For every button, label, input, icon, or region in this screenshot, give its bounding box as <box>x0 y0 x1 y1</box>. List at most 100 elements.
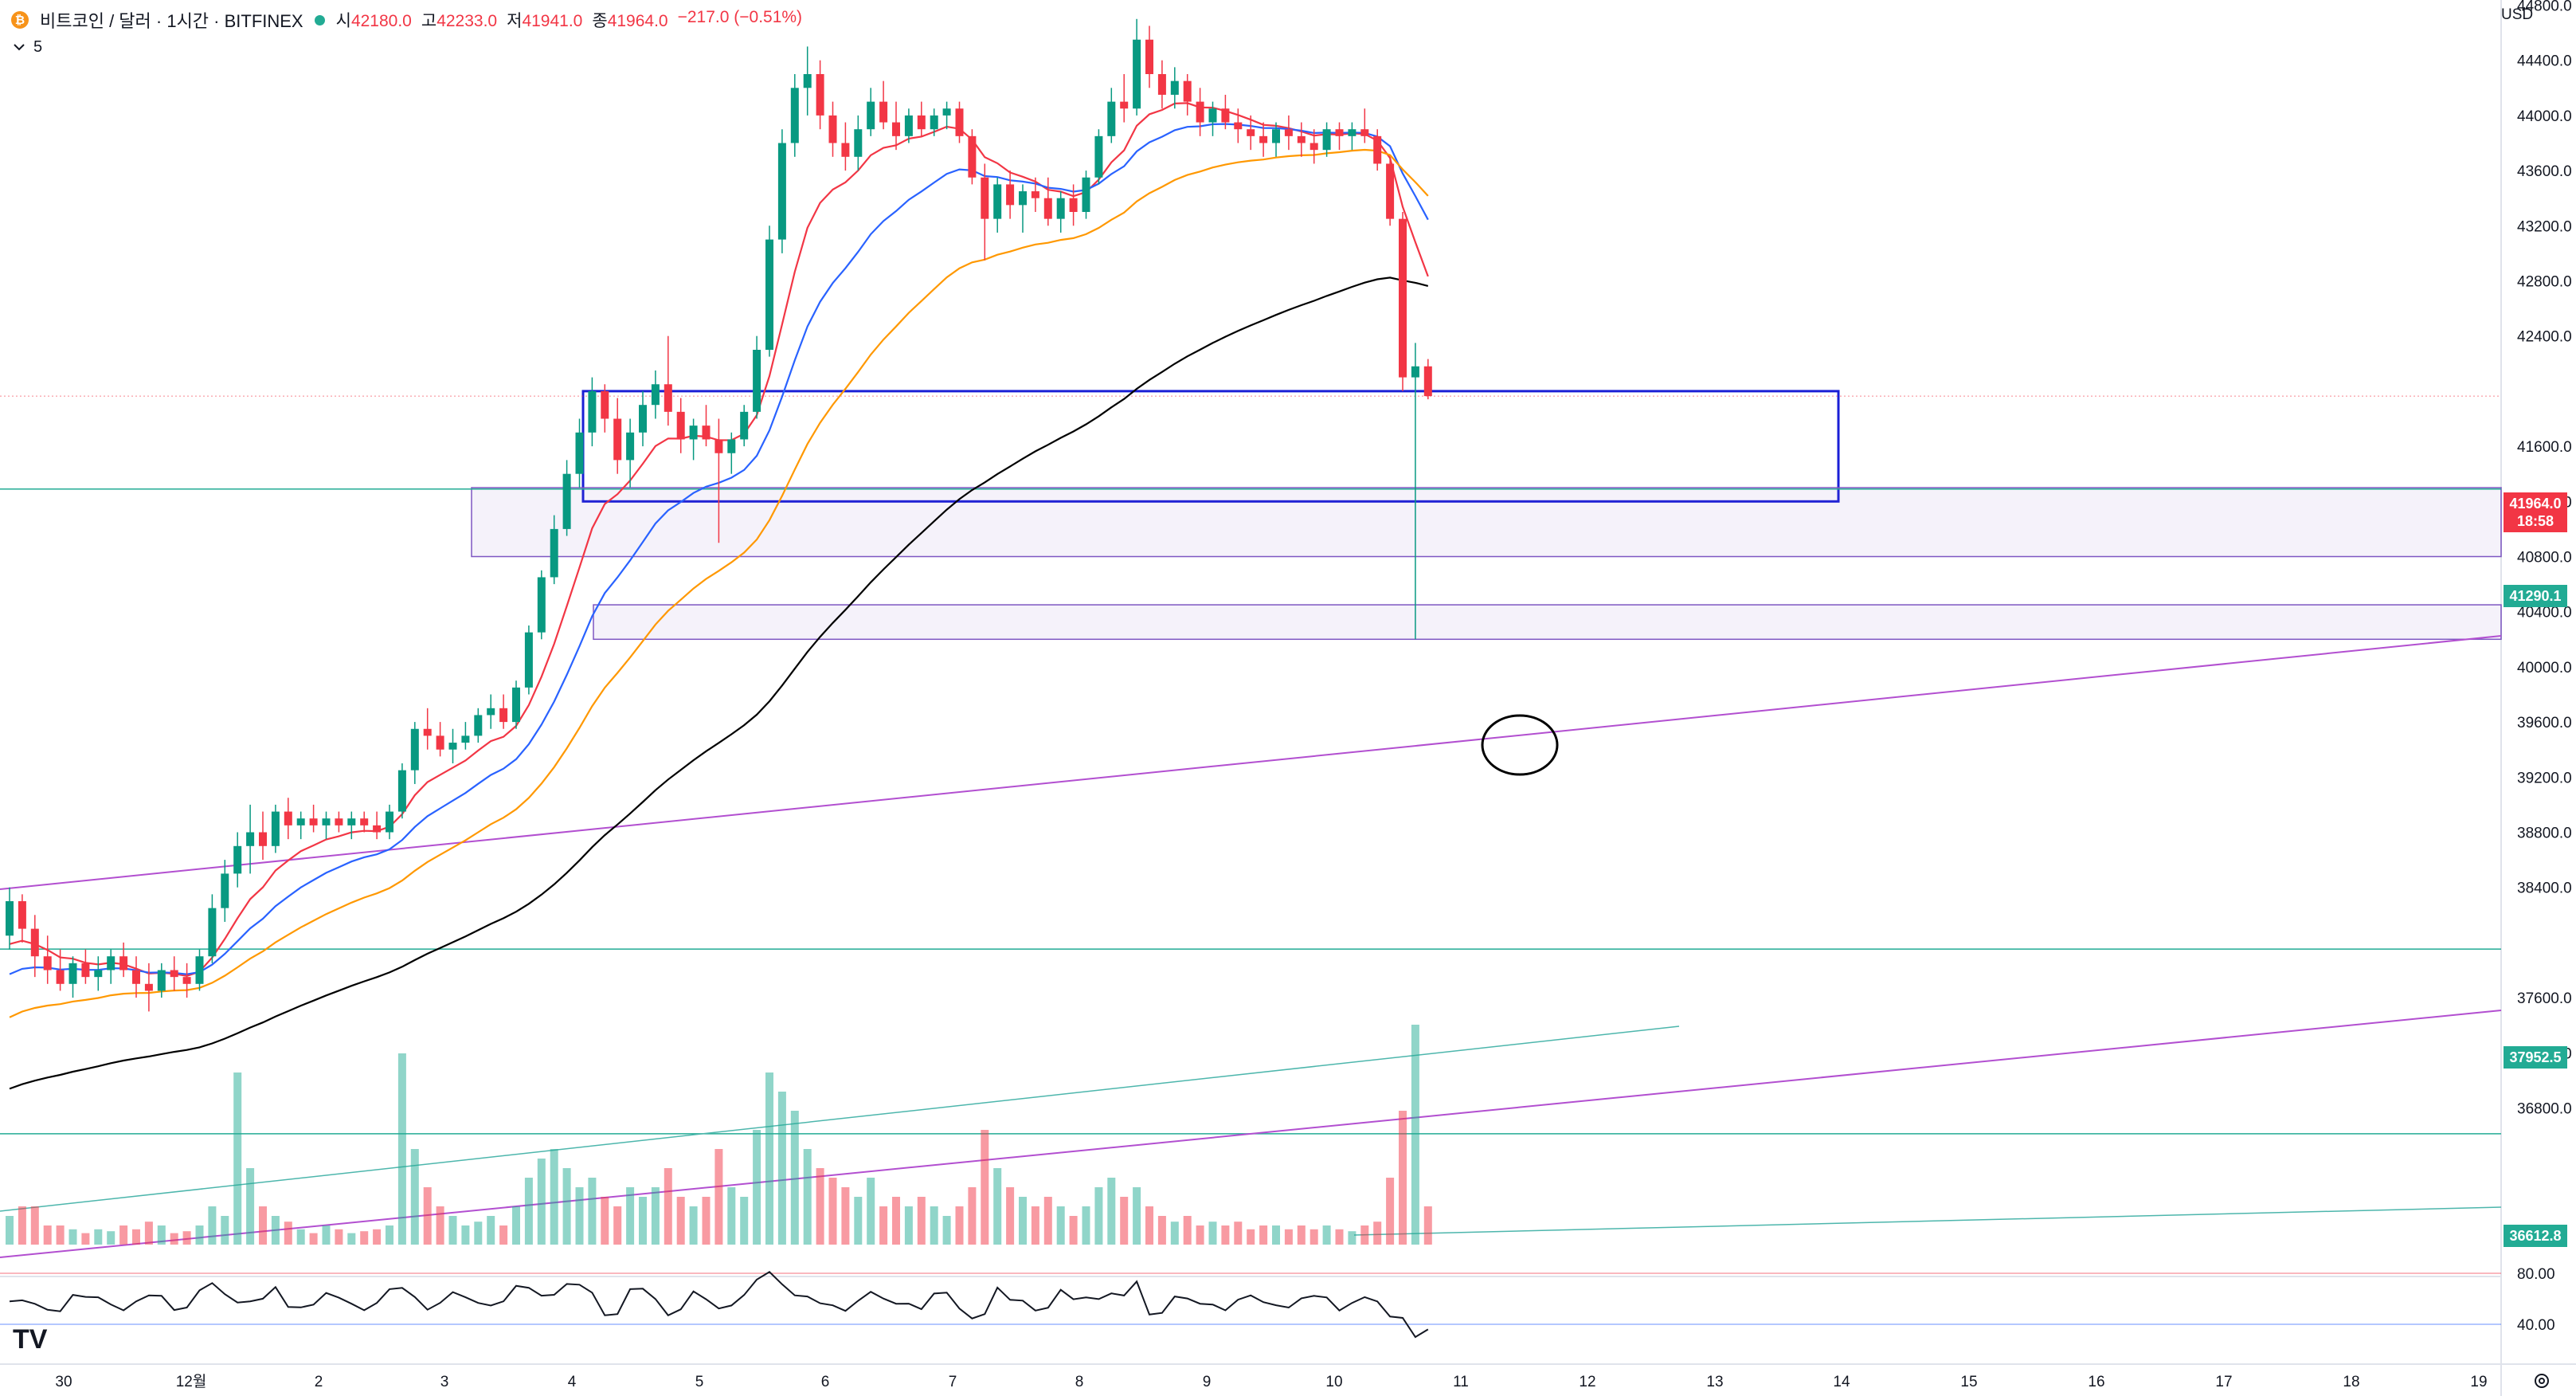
volume-bar <box>727 1187 736 1245</box>
volume-bar <box>56 1225 65 1245</box>
volume-bar <box>1006 1187 1015 1245</box>
currency-label[interactable]: USD <box>2501 6 2534 23</box>
volume-bar <box>993 1168 1002 1245</box>
volume-bar <box>335 1229 343 1245</box>
candle-body <box>373 825 382 833</box>
candle-body <box>1133 39 1141 109</box>
volume-bar <box>170 1233 178 1245</box>
candle-body <box>1031 191 1039 198</box>
volume-bar <box>1348 1231 1357 1245</box>
volume-bar <box>777 1092 786 1245</box>
indicator-toggle[interactable]: 5 <box>11 35 42 59</box>
candle-body <box>1043 198 1052 219</box>
candle-body <box>1423 366 1432 397</box>
candle-body <box>1019 191 1027 206</box>
level-tag-3: 36612.8 <box>2504 1225 2567 1247</box>
candle-body <box>651 384 660 406</box>
volume-bar <box>1310 1229 1318 1245</box>
candle-body <box>777 143 786 240</box>
volume-bar <box>753 1130 761 1245</box>
price-tick-label: 39600.0 <box>2517 715 2572 731</box>
candle-body <box>790 88 799 143</box>
volume-bar <box>246 1168 255 1245</box>
volume-bar <box>867 1178 875 1245</box>
low-value: 41941.0 <box>522 12 583 30</box>
volume-bar <box>512 1206 520 1245</box>
candle-body <box>410 728 419 771</box>
volume-bar <box>601 1197 609 1245</box>
volume-bar <box>1031 1206 1039 1245</box>
volume-bar <box>1259 1225 1268 1245</box>
candle-body <box>144 983 153 991</box>
price-tick-label: 39200.0 <box>2517 770 2572 786</box>
volume-bar <box>828 1178 837 1245</box>
volume-bar <box>854 1197 863 1245</box>
time-tick-label: 11 <box>1453 1374 1469 1390</box>
gear-icon[interactable] <box>2531 1371 2552 1391</box>
time-tick-label: 3 <box>440 1374 449 1390</box>
high-value: 42233.0 <box>437 12 498 30</box>
price-tick-label: 42400.0 <box>2517 329 2572 346</box>
volume-bar <box>588 1178 597 1245</box>
symbol-title[interactable]: 비트코인 / 달러 · 1시간 · BITFINEX <box>40 11 303 31</box>
volume-bar <box>879 1206 888 1245</box>
volume-bar <box>1322 1225 1331 1245</box>
candle-body <box>512 687 520 723</box>
price-tick-label: 40800.0 <box>2517 550 2572 567</box>
price-tick-label: 42800.0 <box>2517 274 2572 291</box>
volume-bar <box>904 1206 913 1245</box>
volume-bar <box>1183 1216 1192 1245</box>
zone-box <box>471 487 2502 558</box>
candle-body <box>639 405 647 433</box>
trend-line <box>1353 1206 2502 1236</box>
volume-bar <box>233 1072 242 1245</box>
candle-body <box>397 770 406 812</box>
candle-body <box>474 715 483 736</box>
volume-bar <box>702 1197 711 1245</box>
candle-body <box>917 115 926 130</box>
indicator-value: 5 <box>33 37 43 56</box>
time-tick-label: 6 <box>821 1374 830 1390</box>
candle-body <box>1272 129 1280 143</box>
volume-bar <box>981 1130 989 1245</box>
volume-bar <box>639 1197 647 1245</box>
candle-body <box>537 577 546 633</box>
candle-body <box>1196 101 1204 123</box>
volume-bar <box>386 1225 393 1245</box>
volume-bar <box>69 1229 77 1245</box>
time-tick-label: 19 <box>2470 1374 2487 1390</box>
candle-body <box>182 977 191 984</box>
volume-bar <box>259 1206 267 1245</box>
candle-body <box>740 411 749 440</box>
volume-bar <box>664 1168 672 1245</box>
candle-body <box>1006 184 1015 206</box>
volume-bar <box>968 1187 977 1245</box>
volume-bar <box>1221 1225 1230 1245</box>
time-tick-label: 10 <box>1325 1374 1342 1390</box>
candle-body <box>386 811 393 833</box>
candle-body <box>1157 74 1166 95</box>
volume-bar <box>892 1197 900 1245</box>
candle-body <box>94 970 103 978</box>
candle-body <box>69 963 77 984</box>
volume-bar <box>1082 1206 1090 1245</box>
candle-body <box>562 473 571 529</box>
candle-body <box>1373 135 1382 164</box>
candle-body <box>942 108 951 116</box>
candle-body <box>296 818 305 825</box>
candle-body <box>1221 108 1230 123</box>
tradingview-logo[interactable]: TV <box>13 1324 48 1355</box>
volume-bar <box>410 1149 419 1245</box>
candle-body <box>1234 122 1243 130</box>
candle-body <box>309 818 318 825</box>
candle-body <box>157 970 166 991</box>
price-tick-label: 40000.0 <box>2517 660 2572 676</box>
volume-bar <box>1056 1206 1065 1245</box>
volume-bar <box>157 1225 166 1245</box>
candle-body <box>208 908 217 957</box>
candle-body <box>1399 218 1407 378</box>
candle-body <box>1069 198 1078 212</box>
volume-bar <box>550 1149 558 1245</box>
volume-bar <box>1170 1222 1179 1245</box>
